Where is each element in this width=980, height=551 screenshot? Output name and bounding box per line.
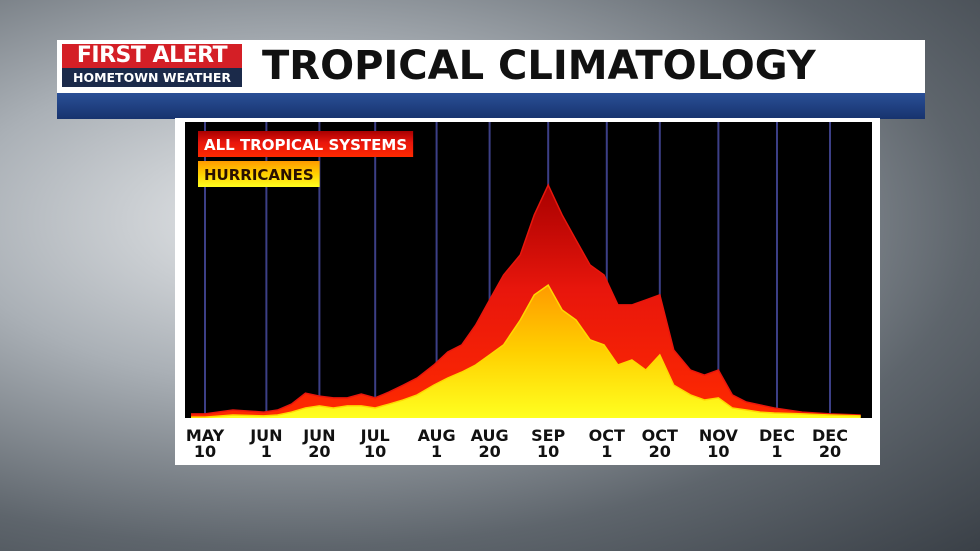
legend-label: ALL TROPICAL SYSTEMS xyxy=(204,136,407,154)
x-tick-label: JUN 1 xyxy=(250,426,283,461)
x-tick-label: DEC 20 xyxy=(812,426,848,461)
x-tick-label: DEC 1 xyxy=(759,426,795,461)
blue-bar xyxy=(57,93,925,119)
x-tick-label: MAY 10 xyxy=(185,426,225,461)
x-tick-label: AUG 20 xyxy=(470,426,509,461)
x-tick-label: NOV 10 xyxy=(698,426,738,461)
area-fill xyxy=(191,185,861,418)
legend-swatch xyxy=(198,161,320,187)
legend-label: HURRICANES xyxy=(204,166,314,184)
x-tick-label: AUG 1 xyxy=(417,426,456,461)
x-tick-label: JUN 20 xyxy=(303,426,336,461)
x-tick-label: JUL 10 xyxy=(360,426,390,461)
x-tick-label: OCT 20 xyxy=(641,426,678,461)
chart-title: TROPICAL CLIMATOLOGY xyxy=(262,43,816,89)
legend-swatch xyxy=(198,131,414,157)
brand-bottom: HOMETOWN WEATHER xyxy=(62,68,242,87)
area-line xyxy=(191,284,861,418)
x-tick-label: OCT 1 xyxy=(588,426,625,461)
area-fill xyxy=(191,285,861,418)
area-line xyxy=(191,183,861,416)
x-tick-label: SEP 10 xyxy=(531,426,566,461)
brand-top: FIRST ALERT xyxy=(62,44,242,68)
